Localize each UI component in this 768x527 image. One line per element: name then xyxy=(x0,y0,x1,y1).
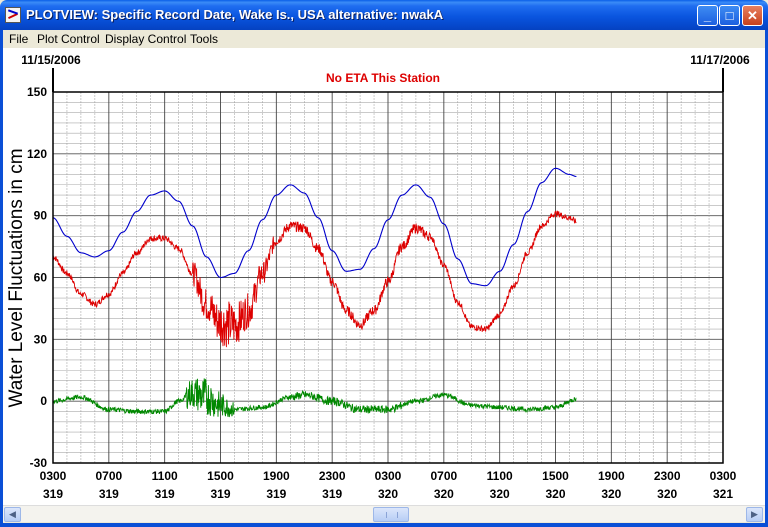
y-tick-label: 120 xyxy=(27,147,47,161)
chart-title: No ETA This Station xyxy=(326,71,440,85)
menu-bar: File Plot Control Display Control Tools xyxy=(0,30,768,48)
x-tick-day-label: 320 xyxy=(657,487,677,501)
end-date-label: 11/17/2006 xyxy=(690,53,750,67)
series-line-2 xyxy=(52,378,577,418)
x-tick-time-label: 0300 xyxy=(710,469,737,483)
series-line-0 xyxy=(52,167,577,287)
axis-layer: -30 0 30 60 90 120 150 0300 319 0700 319 1100 319 150… xyxy=(27,68,737,501)
y-axis-label: Water Level Fluctuations in cm xyxy=(6,148,27,407)
x-tick-day-label: 320 xyxy=(601,487,621,501)
start-date-label: 11/15/2006 xyxy=(21,53,81,67)
x-tick-day-label: 320 xyxy=(545,487,565,501)
x-tick-time-label: 2300 xyxy=(654,469,681,483)
close-icon: ✕ xyxy=(747,8,758,23)
scroll-right-icon[interactable]: ▶ xyxy=(746,507,763,522)
x-tick-time-label: 0300 xyxy=(40,469,67,483)
water-level-chart: 11/15/2006 11/17/2006 No ETA This Statio… xyxy=(6,53,750,501)
x-tick-day-label: 319 xyxy=(99,487,119,501)
window-title: PLOTVIEW: Specific Record Date, Wake Is.… xyxy=(26,7,444,22)
scroll-thumb[interactable] xyxy=(373,507,409,522)
x-tick-time-label: 1500 xyxy=(207,469,234,483)
y-tick-label: 60 xyxy=(34,271,48,285)
series-line-1 xyxy=(52,210,577,348)
y-tick-label: 0 xyxy=(40,394,47,408)
menu-display-control[interactable]: Display Control xyxy=(105,32,187,46)
y-tick-label: 150 xyxy=(27,85,47,99)
x-tick-day-label: 319 xyxy=(210,487,230,501)
x-tick-day-label: 319 xyxy=(43,487,63,501)
minimize-button[interactable]: _ xyxy=(697,5,718,26)
menu-file[interactable]: File xyxy=(9,32,29,46)
x-tick-day-label: 321 xyxy=(713,487,733,501)
x-tick-time-label: 0300 xyxy=(375,469,402,483)
x-tick-day-label: 319 xyxy=(322,487,342,501)
x-tick-time-label: 1100 xyxy=(487,469,513,483)
menu-plot-control[interactable]: Plot Control xyxy=(37,32,100,46)
plot-area: 11/15/2006 11/17/2006 No ETA This Statio… xyxy=(3,48,765,505)
x-tick-day-label: 320 xyxy=(490,487,510,501)
x-tick-time-label: 1100 xyxy=(152,469,178,483)
y-tick-label: -30 xyxy=(30,456,48,470)
y-tick-label: 90 xyxy=(34,209,48,223)
x-tick-time-label: 0700 xyxy=(430,469,457,483)
x-tick-time-label: 1900 xyxy=(598,469,625,483)
title-bar[interactable]: PLOTVIEW: Specific Record Date, Wake Is.… xyxy=(0,0,768,30)
minimize-icon: _ xyxy=(703,8,712,23)
series-layer xyxy=(52,167,577,418)
x-tick-day-label: 320 xyxy=(434,487,454,501)
close-button[interactable]: ✕ xyxy=(742,5,763,26)
x-tick-day-label: 319 xyxy=(266,487,286,501)
scroll-left-icon[interactable]: ◀ xyxy=(4,507,21,522)
x-tick-time-label: 0700 xyxy=(95,469,122,483)
x-tick-day-label: 320 xyxy=(378,487,398,501)
x-tick-time-label: 2300 xyxy=(319,469,346,483)
plot-border xyxy=(52,91,724,464)
x-tick-day-label: 319 xyxy=(155,487,175,501)
app-icon[interactable] xyxy=(5,7,21,23)
x-tick-time-label: 1900 xyxy=(263,469,290,483)
maximize-button[interactable]: □ xyxy=(719,5,740,26)
horizontal-scrollbar[interactable]: ◀ ▶ xyxy=(3,505,765,522)
menu-tools[interactable]: Tools xyxy=(190,32,219,46)
maximize-icon: □ xyxy=(725,8,734,23)
x-tick-time-label: 1500 xyxy=(542,469,569,483)
y-tick-label: 30 xyxy=(34,332,48,346)
